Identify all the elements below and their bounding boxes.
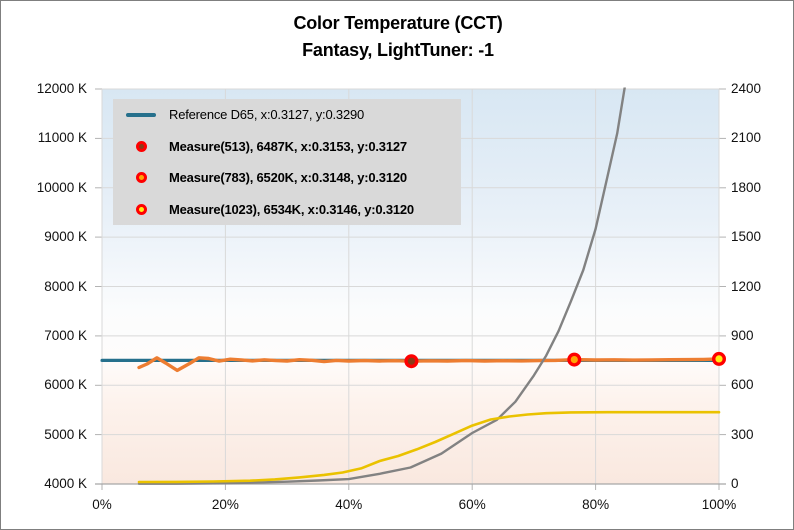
legend-item: Reference D65, x:0.3127, y:0.3290 [113, 99, 461, 131]
y-left-tick-label: 10000 K [36, 179, 87, 195]
legend-circle-swatch [113, 172, 169, 184]
measure-marker-icon [135, 172, 147, 184]
x-tick-label: 40% [335, 497, 363, 512]
chart-title: Color Temperature (CCT) [293, 13, 503, 33]
y-right-tick-label: 900 [731, 327, 754, 343]
legend: Reference D65, x:0.3127, y:0.3290 Measure… [113, 99, 461, 225]
y-left-tick-label: 5000 K [44, 426, 87, 442]
x-tick-label: 0% [92, 497, 112, 512]
chart-subtitle: Fantasy, LightTuner: -1 [302, 40, 494, 60]
series-measured-cct [137, 356, 721, 373]
y-right-tick-label: 2400 [731, 81, 762, 96]
legend-item-label: Measure(513), 6487K, x:0.3153, y:0.3127 [169, 138, 407, 154]
y-right-tick-label: 300 [731, 426, 754, 442]
y-right-tick-label: 1500 [731, 229, 762, 245]
legend-line-swatch [113, 113, 169, 117]
y-left-tick-label: 11000 K [37, 130, 87, 146]
legend-item-label: Reference D65, x:0.3127, y:0.3290 [169, 107, 365, 123]
y-left-tick-label: 8000 K [44, 278, 87, 294]
legend-circle-swatch [113, 203, 169, 215]
marker-measure-2 [567, 352, 582, 367]
x-tick-label: 20% [211, 497, 239, 512]
legend-item-label: Measure(783), 6520K, x:0.3148, y:0.3120 [169, 170, 407, 186]
y-right-tick-label: 1800 [731, 179, 762, 195]
y-right-tick-label: 2100 [731, 130, 762, 146]
y-right-tick-label: 0 [731, 476, 739, 491]
legend-item: Measure(1023), 6534K, x:0.3146, y:0.3120 [113, 194, 461, 226]
x-tick-label: 80% [582, 497, 610, 512]
measure-marker-icon [135, 140, 147, 152]
measure-marker-icon [135, 203, 147, 215]
legend-circle-swatch [113, 140, 169, 152]
legend-item: Measure(783), 6520K, x:0.3148, y:0.3120 [113, 162, 461, 194]
x-tick-label: 100% [701, 497, 737, 512]
y-left-tick-label: 7000 K [44, 327, 87, 343]
y-left-tick-label: 6000 K [44, 377, 87, 393]
marker-measure-3 [712, 351, 727, 366]
legend-item: Measure(513), 6487K, x:0.3153, y:0.3127 [113, 131, 461, 163]
y-left-tick-label: 12000 K [36, 81, 87, 96]
series-ramp-yellow [137, 410, 721, 484]
y-left-tick-label: 9000 K [44, 229, 87, 245]
reference-line-icon [126, 113, 156, 117]
x-tick-label: 60% [458, 497, 486, 512]
y-right-tick-label: 1200 [731, 278, 762, 294]
marker-measure-1 [404, 354, 419, 369]
legend-item-label: Measure(1023), 6534K, x:0.3146, y:0.3120 [169, 201, 414, 217]
y-right-tick-label: 600 [731, 377, 754, 393]
chart-title-block: Color Temperature (CCT) Fantasy, LightTu… [1, 10, 793, 64]
y-left-tick-label: 4000 K [44, 476, 87, 491]
